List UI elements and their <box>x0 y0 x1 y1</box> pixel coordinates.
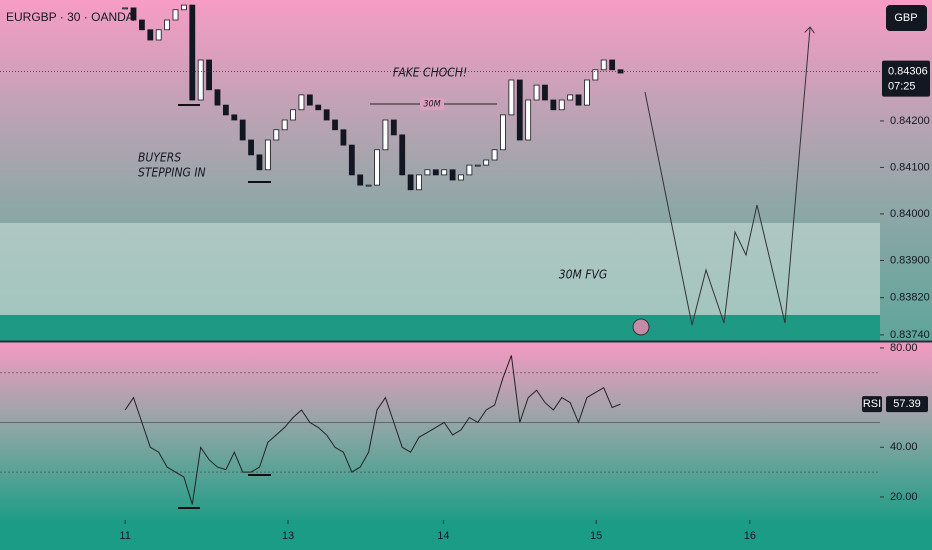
candle <box>483 159 490 166</box>
candle <box>197 59 204 101</box>
rsi-value-box <box>886 396 928 413</box>
fvg-base <box>0 315 880 341</box>
candle <box>542 84 548 101</box>
candle <box>155 29 162 41</box>
y-tick-label: 20.00 <box>890 491 918 503</box>
candle <box>130 7 137 21</box>
fvg-zone <box>0 223 880 315</box>
candle <box>264 139 271 171</box>
candle <box>290 109 296 121</box>
candle <box>525 99 532 141</box>
candle <box>298 94 305 111</box>
candle <box>239 119 246 141</box>
candle <box>357 174 364 186</box>
candle <box>222 104 229 116</box>
candle <box>273 129 280 141</box>
y-tick-label: 0.83820 <box>890 292 930 304</box>
last-price: 0.84306 <box>888 66 928 78</box>
candle <box>449 169 456 181</box>
candle <box>315 104 322 111</box>
y-tick-label: 80.00 <box>890 342 918 354</box>
x-tick-label: 15 <box>590 530 602 542</box>
rsi-tag-box <box>862 396 882 413</box>
plot <box>0 4 880 505</box>
candle <box>164 19 170 31</box>
candle <box>432 169 439 176</box>
candle <box>567 94 574 101</box>
choch-label: FAKE CHOCH! <box>393 66 467 80</box>
time-axis <box>0 520 932 550</box>
candle <box>592 69 599 81</box>
y-tick-label: 40.00 <box>890 441 918 453</box>
symbol: EURGBP · 30 · OANDA <box>6 10 134 24</box>
candle <box>458 174 464 181</box>
candle <box>281 119 288 131</box>
candle <box>248 139 254 156</box>
x-tick-label: 13 <box>282 530 294 542</box>
event-icon[interactable] <box>632 318 650 336</box>
last-price-box <box>882 60 930 97</box>
y-tick-label: 0.83900 <box>890 254 930 266</box>
candle <box>332 119 338 131</box>
candle <box>390 119 397 136</box>
candle <box>365 184 372 187</box>
candle <box>180 4 187 11</box>
rsi-value: 57.39 <box>893 398 921 410</box>
candle <box>172 9 179 21</box>
candle <box>508 79 515 116</box>
candle <box>147 29 154 41</box>
candle <box>584 79 590 106</box>
candle <box>256 154 263 171</box>
candle <box>206 59 212 91</box>
x-tick-label: 14 <box>437 530 449 542</box>
candle <box>600 59 607 71</box>
candle <box>533 84 540 101</box>
y-tick-label: 0.84000 <box>890 208 930 220</box>
range-label-bg <box>420 98 444 110</box>
candle <box>374 149 380 186</box>
x-tick-label: 11 <box>119 530 130 542</box>
currency-button[interactable] <box>886 5 927 31</box>
candle <box>323 109 330 121</box>
projection-path <box>644 28 810 326</box>
buyers-label: BUYERS <box>138 151 181 165</box>
fvg-label: 30M FVG <box>559 268 607 282</box>
candle <box>558 99 565 111</box>
candle <box>550 99 557 111</box>
candle <box>340 129 347 146</box>
currency[interactable]: GBP <box>894 12 917 24</box>
candle <box>500 114 506 151</box>
candle <box>474 164 481 167</box>
candle <box>407 174 414 191</box>
candle <box>575 94 582 106</box>
range-label: 30M <box>423 100 440 110</box>
candle <box>416 174 422 191</box>
candle <box>139 19 145 31</box>
y-tick-label: 0.84200 <box>890 115 930 127</box>
rsi-pane <box>0 342 932 520</box>
rsi-tag: RSI <box>863 398 881 410</box>
candle <box>466 164 473 176</box>
candle <box>424 169 431 176</box>
candle <box>399 134 406 176</box>
x-tick-label: 16 <box>744 530 756 542</box>
candle <box>491 149 498 161</box>
y-tick-label: 0.83740 <box>890 329 930 341</box>
candle <box>231 114 238 121</box>
candle <box>382 119 389 151</box>
candle <box>609 59 616 71</box>
rsi-line <box>124 355 621 505</box>
candle <box>214 89 221 106</box>
candle <box>122 7 129 10</box>
buyers-label: STEPPING IN <box>138 166 206 180</box>
candle <box>189 4 196 101</box>
candle <box>441 169 448 176</box>
candle <box>306 94 313 106</box>
candle <box>348 144 355 176</box>
candle <box>516 79 523 141</box>
countdown: 07:25 <box>888 81 916 93</box>
y-tick-label: 0.84100 <box>890 161 930 173</box>
